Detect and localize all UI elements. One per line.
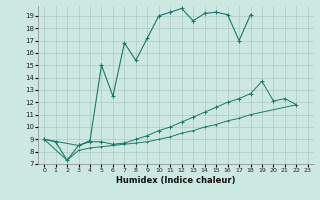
X-axis label: Humidex (Indice chaleur): Humidex (Indice chaleur) (116, 176, 236, 185)
